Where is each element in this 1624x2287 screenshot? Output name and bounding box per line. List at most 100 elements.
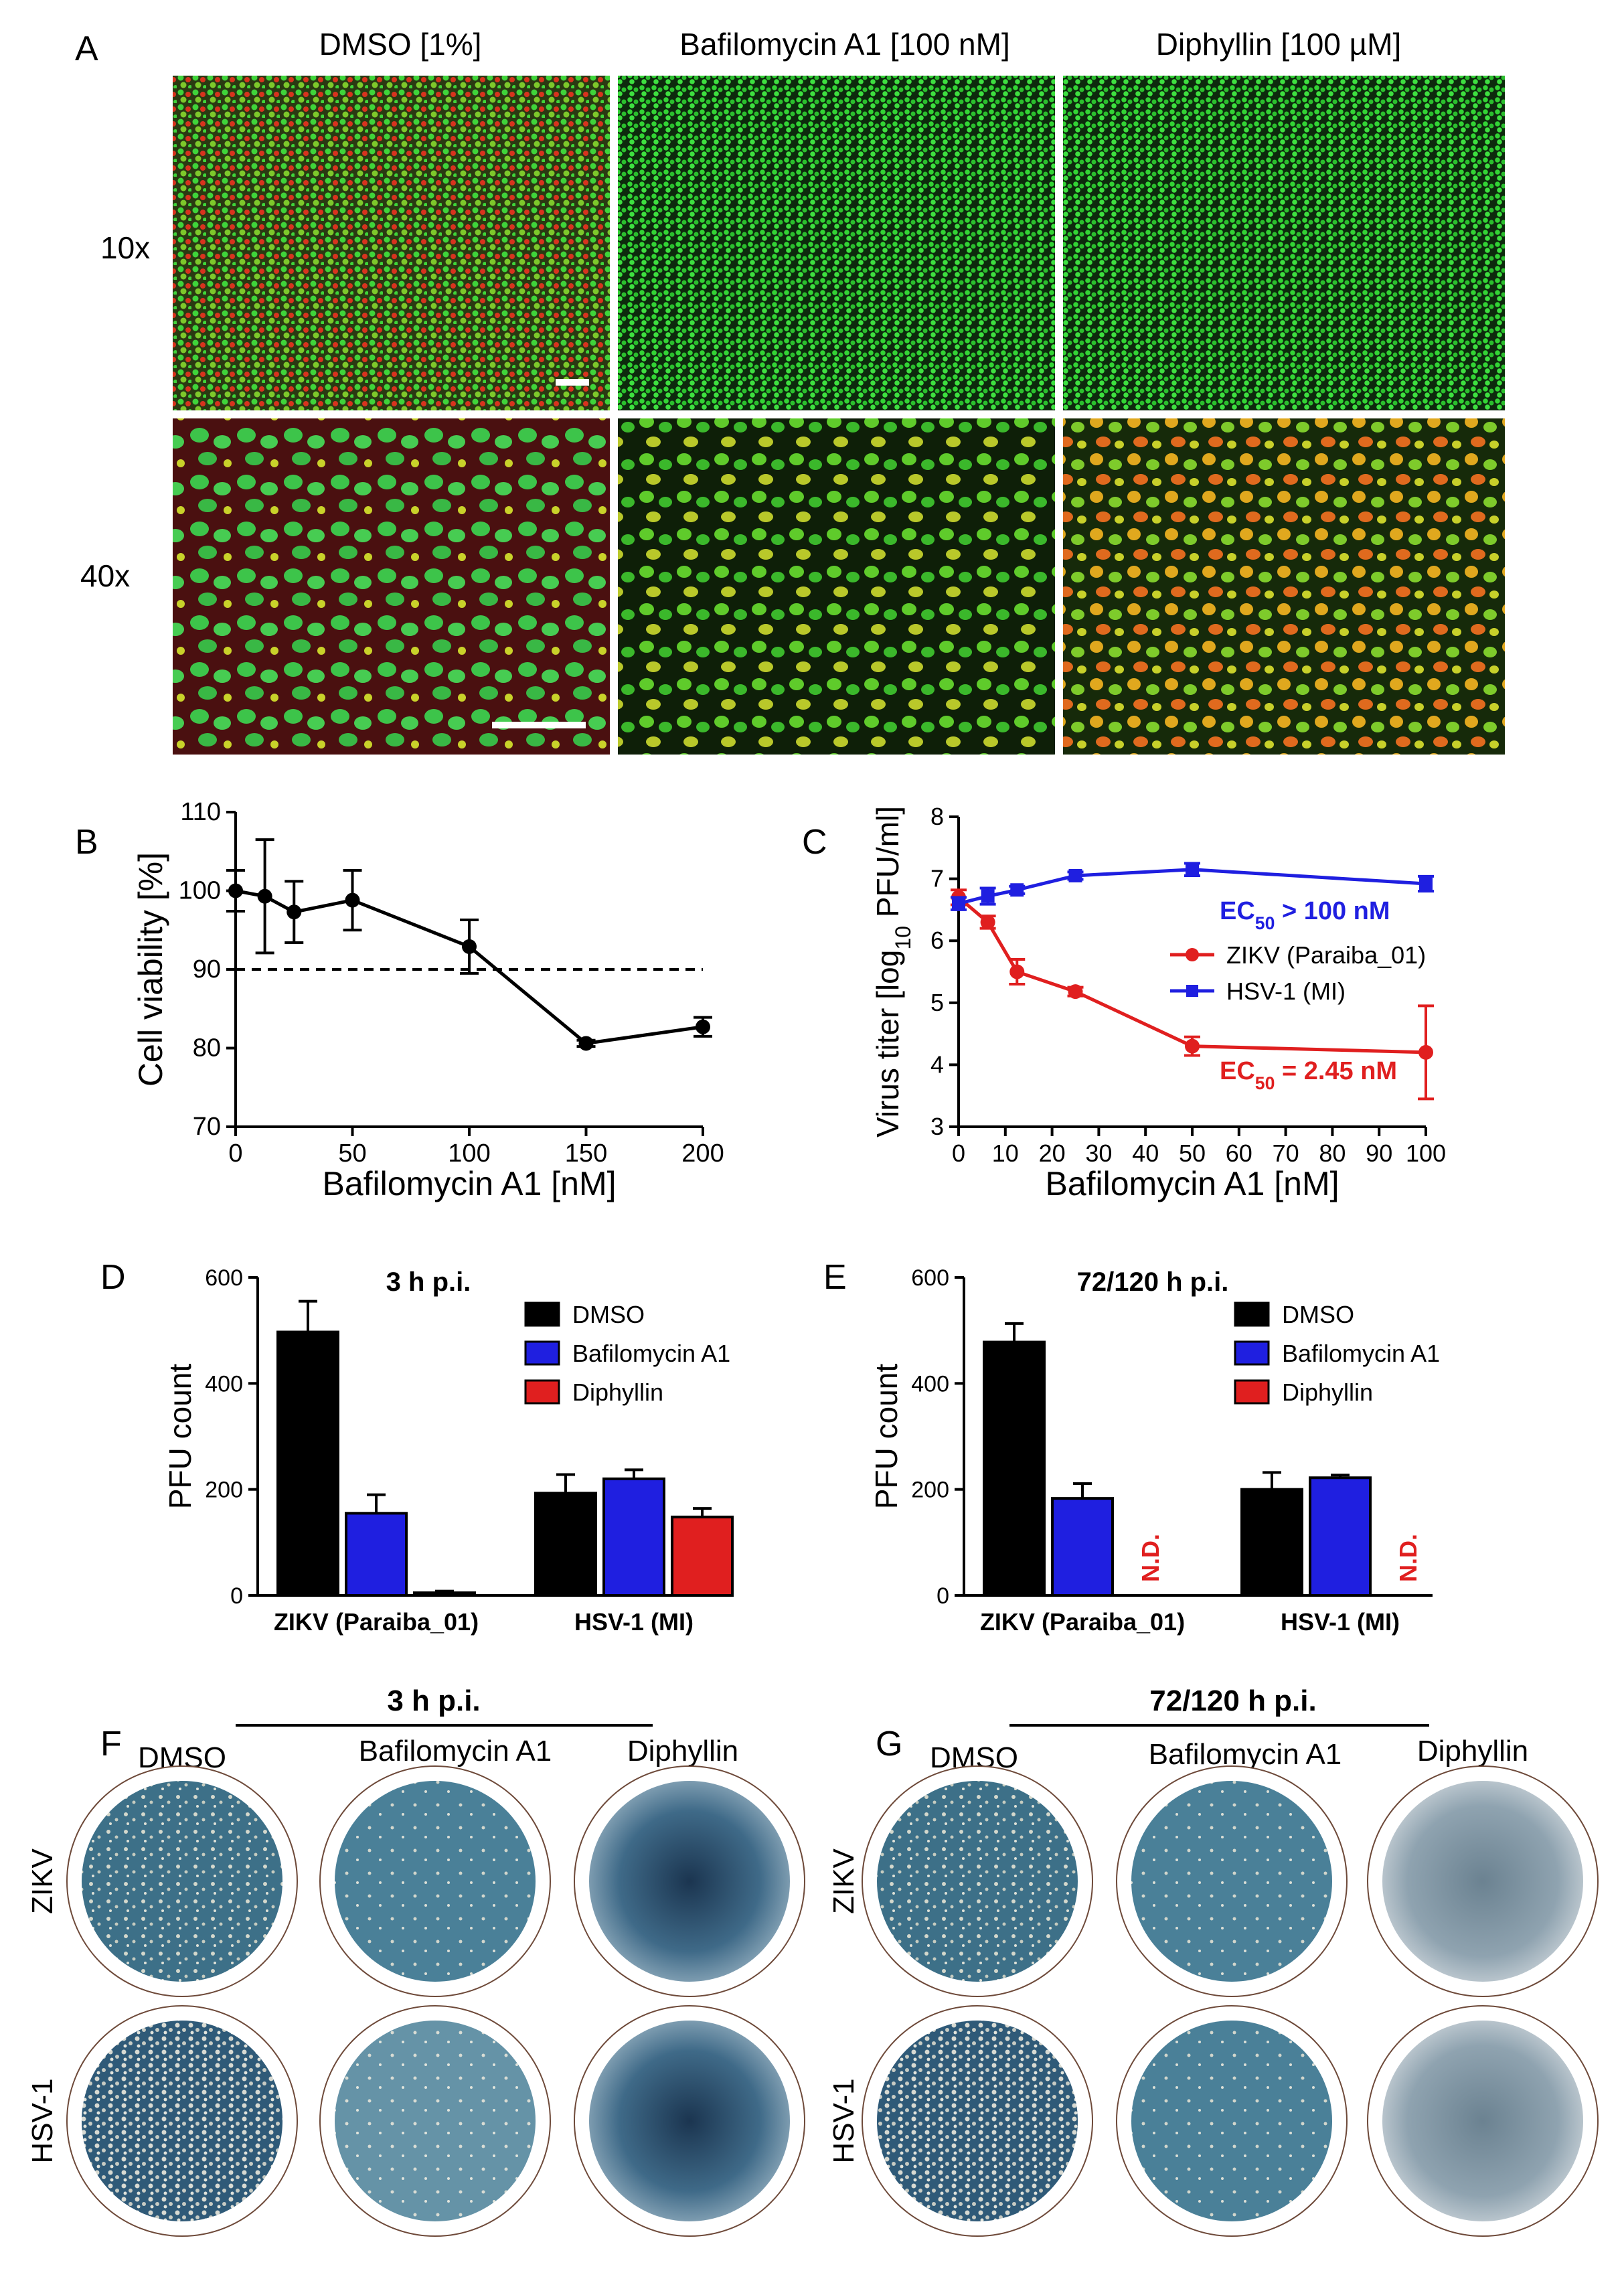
chart-d-pfu-3h: 0 200 400 600 ZIKV (Paraiba_01) HSV-1 (MI) 3 h… bbox=[163, 1265, 734, 1636]
legend-swatch bbox=[524, 1379, 560, 1405]
legend-label: HSV-1 (MI) bbox=[1226, 977, 1346, 1005]
data-point-zikv bbox=[1009, 964, 1025, 979]
panel-g-col-bafilomycin: Bafilomycin A1 bbox=[1149, 1738, 1342, 1771]
x-tick-label: 50 bbox=[338, 1139, 366, 1168]
chart-e-pfu-72h: 0 200 400 600 ZIKV (Paraiba_01) HSV-1 (MI) N.D… bbox=[869, 1265, 1440, 1636]
micrograph-40x-bafilomycin bbox=[618, 418, 1055, 755]
x-tick-label: 100 bbox=[448, 1139, 490, 1168]
panel-g-row-zikv: ZIKV bbox=[827, 1848, 860, 1913]
panel-g-row-hsv1: HSV-1 bbox=[827, 2078, 860, 2163]
data-point-zikv bbox=[980, 915, 995, 930]
x-tick-label: 150 bbox=[565, 1139, 607, 1168]
bar-zikv-0 bbox=[276, 1330, 339, 1597]
legend-marker bbox=[1186, 948, 1199, 961]
micrograph-40x-diphyllin bbox=[1063, 418, 1505, 755]
bar-hsv1-1 bbox=[602, 1477, 665, 1597]
x-tick-label: 0 bbox=[952, 1139, 965, 1167]
panel-a-col-bafilomycin: Bafilomycin A1 [100 nM] bbox=[679, 27, 1009, 62]
y-tick-label: 200 bbox=[911, 1478, 949, 1503]
plate-well-f-hsv1-bafilomycin bbox=[319, 2005, 551, 2237]
legend-label: Bafilomycin A1 bbox=[572, 1340, 730, 1367]
bar-hsv1-1 bbox=[1309, 1476, 1372, 1597]
y-tick-label: 0 bbox=[937, 1583, 949, 1609]
plate-well-g-zikv-bafilomycin bbox=[1116, 1765, 1348, 1997]
x-tick-label: 40 bbox=[1132, 1139, 1159, 1167]
data-point-zikv bbox=[1068, 984, 1083, 1000]
data-point-zikv bbox=[1185, 1038, 1200, 1054]
micrograph-10x-bafilomycin bbox=[618, 76, 1055, 410]
x-tick-label: 20 bbox=[1039, 1139, 1066, 1167]
x-tick-label: 0 bbox=[228, 1139, 242, 1168]
panel-f-row-zikv: ZIKV bbox=[26, 1848, 59, 1913]
y-tick-label: 5 bbox=[930, 989, 944, 1016]
data-point bbox=[696, 1019, 710, 1034]
plate-well-f-hsv1-diphyllin bbox=[574, 2005, 805, 2237]
plate-well-g-zikv-dmso bbox=[862, 1765, 1093, 1997]
micrograph-10x-diphyllin bbox=[1063, 76, 1505, 410]
panel-f-col-diphyllin: Diphyllin bbox=[627, 1735, 738, 1767]
data-point bbox=[462, 939, 477, 954]
legend-label: DMSO bbox=[572, 1301, 645, 1328]
data-point bbox=[345, 892, 360, 908]
panel-letter-d: D bbox=[100, 1258, 126, 1297]
y-tick-label: 400 bbox=[205, 1371, 243, 1397]
annotation-ec50-zikv: EC50 = 2.45 nM bbox=[1220, 1057, 1397, 1093]
category-label: HSV-1 (MI) bbox=[1281, 1608, 1400, 1636]
panel-f-row-hsv1: HSV-1 bbox=[26, 2078, 59, 2163]
x-tick-label: 60 bbox=[1226, 1139, 1252, 1167]
data-point bbox=[578, 1036, 594, 1051]
data-point-zikv bbox=[1418, 1044, 1433, 1060]
panel-g-title: 72/120 h p.i. bbox=[1149, 1684, 1316, 1717]
plate-well-f-zikv-dmso bbox=[66, 1765, 298, 1997]
panel-f-col-bafilomycin: Bafilomycin A1 bbox=[359, 1735, 552, 1767]
data-point bbox=[287, 904, 302, 920]
scale-bar bbox=[556, 379, 589, 386]
x-tick-label: 90 bbox=[1366, 1139, 1392, 1167]
panel-letter-g: G bbox=[876, 1725, 902, 1763]
y-tick-label: 80 bbox=[193, 1034, 221, 1062]
y-tick-label: 90 bbox=[193, 955, 221, 983]
scale-bar bbox=[492, 722, 586, 728]
legend-swatch bbox=[1234, 1302, 1270, 1327]
legend-label: ZIKV (Paraiba_01) bbox=[1226, 941, 1426, 969]
chart-title: 3 h p.i. bbox=[386, 1267, 471, 1297]
panel-letter-b: B bbox=[75, 823, 98, 862]
data-point-hsv1 bbox=[1419, 877, 1433, 891]
x-axis-label: Bafilomycin A1 [nM] bbox=[1045, 1165, 1339, 1202]
plate-well-f-hsv1-dmso bbox=[66, 2005, 298, 2237]
micrograph-40x-dmso bbox=[173, 418, 610, 755]
y-tick-label: 8 bbox=[930, 803, 944, 830]
legend-swatch bbox=[1234, 1379, 1270, 1405]
panel-g-col-diphyllin: Diphyllin bbox=[1417, 1735, 1528, 1767]
panel-a-col-diphyllin: Diphyllin [100 µM] bbox=[1156, 27, 1402, 62]
not-determined-label: N.D. bbox=[1394, 1534, 1422, 1582]
micrograph-10x-dmso bbox=[173, 76, 610, 410]
plate-well-f-zikv-diphyllin bbox=[574, 1765, 805, 1997]
bar-hsv1-0 bbox=[1240, 1488, 1303, 1597]
y-axis-label: PFU count bbox=[869, 1364, 904, 1510]
data-point-hsv1 bbox=[952, 896, 965, 911]
bar-zikv-0 bbox=[983, 1340, 1046, 1597]
category-label: ZIKV (Paraiba_01) bbox=[980, 1608, 1185, 1636]
y-tick-label: 400 bbox=[911, 1371, 949, 1397]
not-determined-label: N.D. bbox=[1137, 1534, 1164, 1582]
legend-label: Diphyllin bbox=[1282, 1378, 1373, 1406]
panel-letter-c: C bbox=[802, 823, 827, 862]
y-axis-label: Cell viability [%] bbox=[132, 852, 169, 1087]
x-tick-label: 70 bbox=[1273, 1139, 1299, 1167]
category-label: HSV-1 (MI) bbox=[574, 1608, 694, 1636]
bar-zikv-1 bbox=[345, 1512, 408, 1597]
panel-a-col-dmso: DMSO [1%] bbox=[319, 27, 482, 62]
x-tick-label: 80 bbox=[1319, 1139, 1346, 1167]
data-point bbox=[228, 883, 243, 898]
annotation-ec50-hsv1: EC50 > 100 nM bbox=[1220, 897, 1390, 933]
category-label: ZIKV (Paraiba_01) bbox=[274, 1608, 479, 1636]
plate-well-g-hsv1-bafilomycin bbox=[1116, 2005, 1348, 2237]
legend-swatch bbox=[524, 1302, 560, 1327]
data-point-hsv1 bbox=[1010, 883, 1024, 897]
legend-marker bbox=[1186, 985, 1198, 997]
data-point bbox=[257, 888, 272, 904]
legend-swatch bbox=[1234, 1340, 1270, 1366]
y-tick-label: 200 bbox=[205, 1478, 243, 1503]
